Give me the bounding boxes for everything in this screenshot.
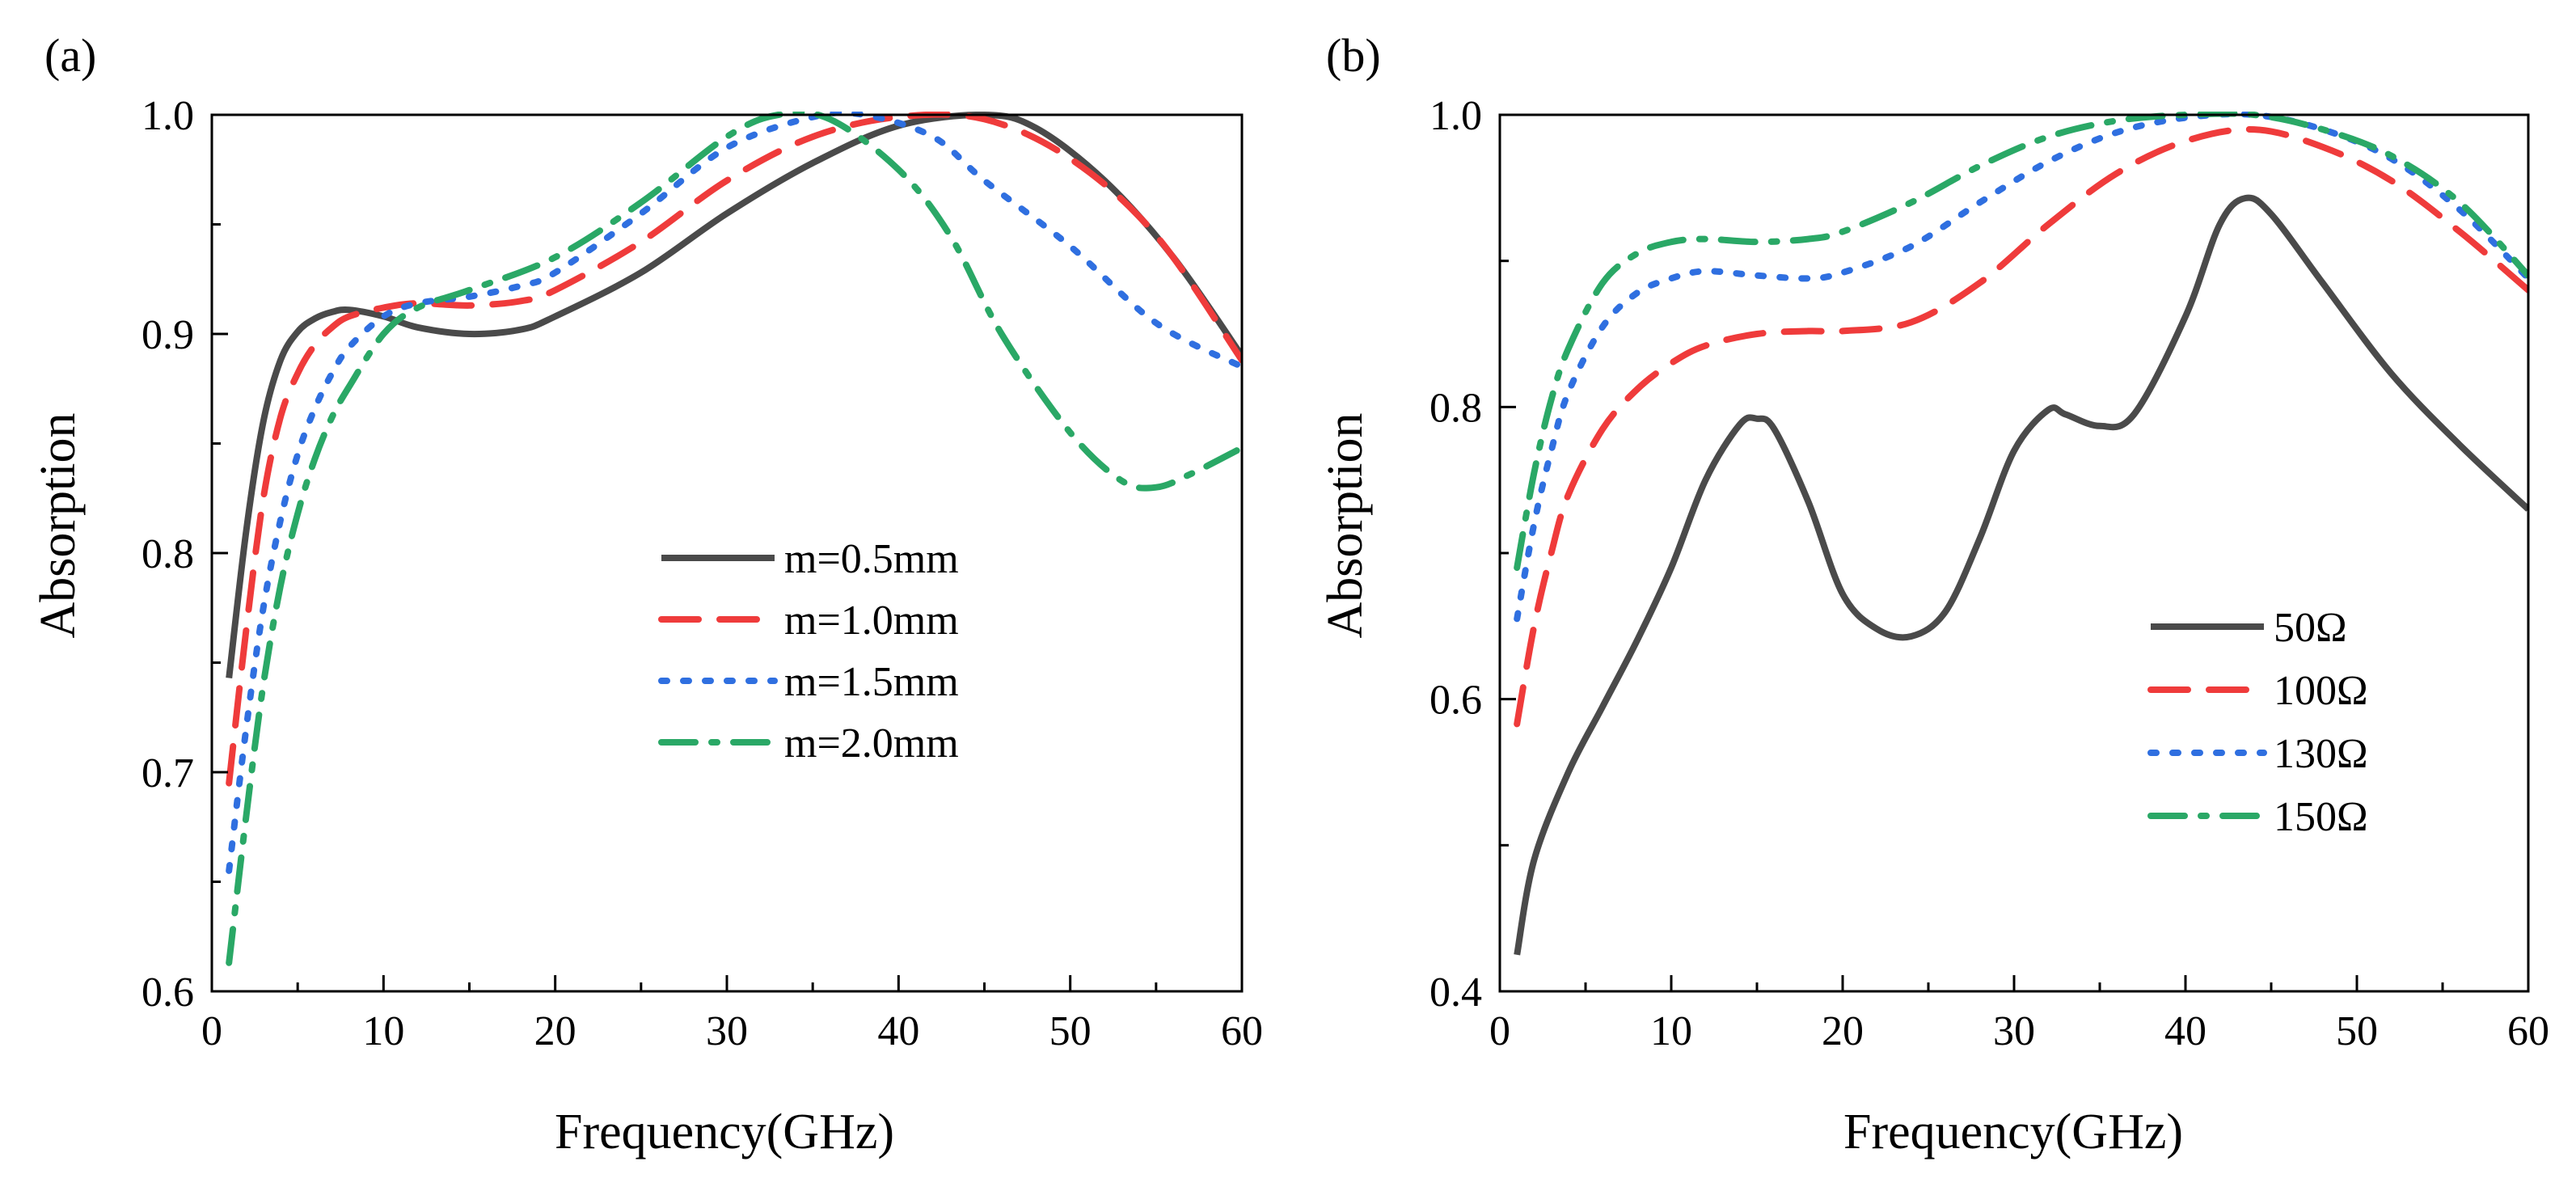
chart-panel-a: (a) Absorption Frequency(GHz) 0 10 20 30 40 5…	[31, 29, 1263, 1160]
legend-label-a-1: m=0.5mm	[784, 536, 959, 582]
legend-label-a-4: m=2.0mm	[784, 720, 959, 767]
x-tick-label-b: 40	[2164, 1008, 2206, 1054]
panel-label-a: (a)	[44, 29, 96, 82]
legend-a: m=0.5mm m=1.0mm m=1.5mm m=2.0mm	[658, 536, 959, 767]
y-tick-label-a: 1.0	[141, 93, 194, 139]
y-tick-label-a: 0.7	[141, 750, 194, 796]
plot-area-a: 0 10 20 30 40 50 60 0.6 0.7 0.8 0.9 1.0 m=0.5mm m=1.0…	[141, 93, 1263, 1054]
series-line-b-1	[1514, 194, 2528, 956]
y-tick-label-a: 0.6	[141, 969, 194, 1016]
legend-label-b-1: 50Ω	[2274, 605, 2347, 651]
x-tick-label-b: 20	[1822, 1008, 1864, 1054]
series-line-a-1	[226, 112, 1242, 678]
y-tick-label-b: 0.8	[1429, 385, 1482, 431]
series-line-b-3	[1514, 112, 2528, 623]
series-line-b-2	[1514, 125, 2528, 728]
series-line-a-2	[226, 112, 1242, 787]
legend-label-b-2: 100Ω	[2274, 668, 2368, 714]
y-tick-label-b: 0.6	[1429, 678, 1482, 724]
y-tick-label-a: 0.8	[141, 531, 194, 577]
x-tick-label-b: 10	[1650, 1008, 1692, 1054]
x-axis-label-a: Frequency(GHz)	[555, 1105, 894, 1160]
series-line-b-4	[1514, 112, 2528, 572]
y-axis-label-b: Absorption	[1318, 413, 1373, 639]
x-tick-label-a: 20	[534, 1008, 576, 1054]
panel-label-b: (b)	[1326, 29, 1381, 82]
legend-label-b-3: 130Ω	[2274, 731, 2368, 777]
x-tick-label-b: 60	[2507, 1008, 2549, 1054]
legend-label-b-4: 150Ω	[2274, 794, 2368, 840]
legend-b: 50Ω 100Ω 130Ω 150Ω	[2147, 605, 2368, 840]
y-tick-label-b: 0.4	[1429, 969, 1482, 1016]
y-tick-label-b: 1.0	[1429, 93, 1482, 139]
series-group-b	[1514, 112, 2528, 956]
x-tick-label-a: 10	[362, 1008, 404, 1054]
x-tick-label-a: 40	[877, 1008, 919, 1054]
y-axis-label-a: Absorption	[31, 413, 86, 639]
series-line-a-4	[226, 112, 1242, 966]
y-tick-label-a: 0.9	[141, 312, 194, 358]
x-tick-label-b: 30	[1993, 1008, 2035, 1054]
series-group-a	[226, 112, 1242, 966]
x-tick-label-a: 0	[201, 1008, 222, 1054]
x-tick-label-b: 0	[1489, 1008, 1510, 1054]
plot-area-b: 0 10 20 30 40 50 60 0.4 0.6 0.8 1.0 50Ω 100Ω 130Ω 150Ω	[1429, 93, 2549, 1054]
x-axis-label-b: Frequency(GHz)	[1843, 1105, 2183, 1160]
series-line-a-3	[226, 112, 1242, 874]
x-tick-label-a: 30	[706, 1008, 748, 1054]
x-tick-label-a: 50	[1049, 1008, 1092, 1054]
plot-frame-a	[210, 113, 1244, 993]
x-tick-label-a: 60	[1221, 1008, 1263, 1054]
chart-panel-b: (b) Absorption Frequency(GHz) 0 10 20 30 40 5…	[1318, 29, 2549, 1160]
x-tick-label-b: 50	[2336, 1008, 2378, 1054]
legend-label-a-3: m=1.5mm	[784, 659, 959, 705]
legend-label-a-2: m=1.0mm	[784, 598, 959, 644]
